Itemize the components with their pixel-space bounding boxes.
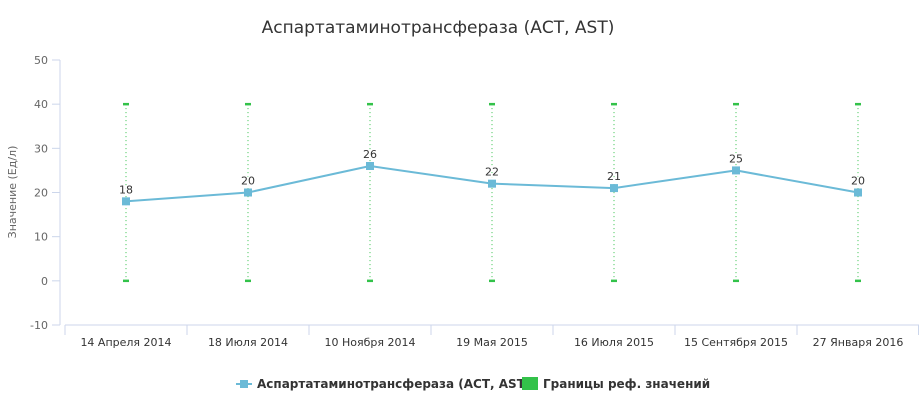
x-axis: 14 Апреля 2014 18 Июля 2014 10 Ноября 2014… — [64, 324, 919, 349]
x-tick-label: 10 Ноября 2014 — [325, 336, 416, 349]
data-labels: 18 20 26 22 21 25 20 — [118, 147, 867, 198]
series-area — [122, 162, 862, 206]
y-axis: -10 0 10 20 30 40 50 — [30, 54, 61, 332]
data-point-marker — [854, 188, 862, 197]
data-label: 26 — [363, 148, 377, 161]
data-point-marker — [488, 179, 496, 188]
chart-title: Аспартатаминотрансфераза (АСТ, AST) — [262, 18, 615, 38]
data-point-marker — [366, 162, 374, 170]
y-tick-label: -10 — [30, 319, 48, 332]
x-tick-label: 14 Апреля 2014 — [80, 336, 171, 349]
y-axis-label: Значение (Ед/л) — [6, 146, 19, 239]
data-point-marker — [610, 184, 618, 193]
x-tick-label: 15 Сентября 2015 — [684, 336, 788, 349]
x-tick-label: 19 Мая 2015 — [456, 336, 528, 349]
data-label: 18 — [119, 183, 133, 196]
data-point-marker — [732, 166, 740, 175]
legend-reference-label: Границы реф. значений — [543, 377, 710, 391]
y-tick-label: 10 — [34, 231, 48, 244]
y-tick-label: 40 — [34, 98, 48, 111]
reference-ranges — [123, 102, 861, 283]
data-label: 25 — [729, 152, 743, 165]
data-point-marker — [244, 188, 252, 197]
legend-reference-swatch — [522, 377, 538, 390]
y-tick-label: 50 — [34, 54, 48, 67]
x-tick-label: 27 Января 2016 — [813, 336, 904, 349]
data-point-marker — [122, 197, 130, 206]
x-tick-label: 18 Июля 2014 — [208, 336, 288, 349]
y-tick-label: 30 — [34, 142, 48, 155]
data-label: 20 — [241, 175, 255, 188]
legend-item-series[interactable]: Аспартатаминотрансфераза (АСТ, AST) — [236, 377, 530, 391]
legend: Аспартатаминотрансфераза (АСТ, AST) Гран… — [236, 377, 710, 391]
y-tick-label: 20 — [34, 187, 48, 200]
x-tick-label: 16 Июля 2015 — [574, 336, 654, 349]
legend-item-reference[interactable]: Границы реф. значений — [522, 377, 710, 391]
legend-series-marker — [240, 380, 248, 388]
data-label: 20 — [851, 175, 865, 188]
y-tick-label: 0 — [41, 275, 48, 288]
data-label: 22 — [485, 166, 499, 179]
data-label: 21 — [607, 170, 621, 183]
legend-series-label: Аспартатаминотрансфераза (АСТ, AST) — [257, 377, 530, 391]
